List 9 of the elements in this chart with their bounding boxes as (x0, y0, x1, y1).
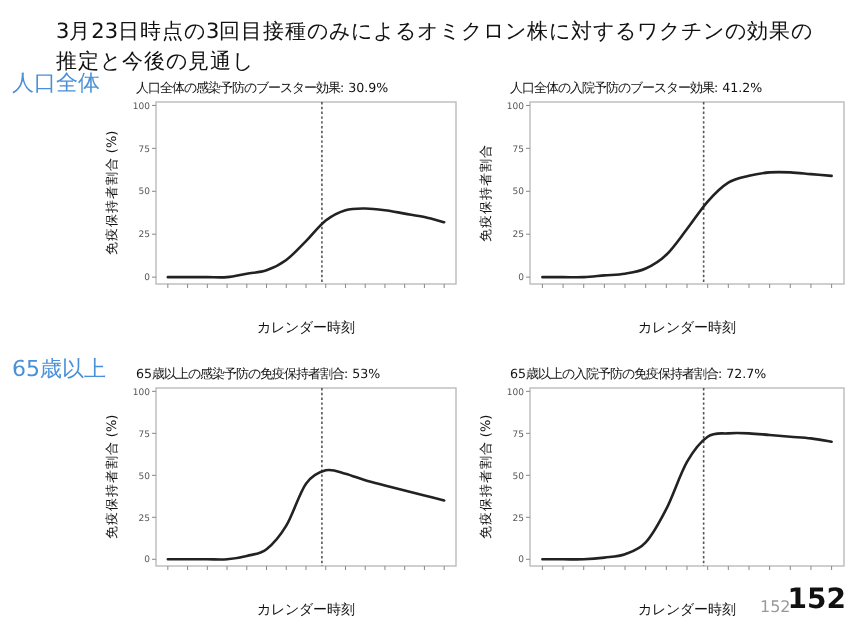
text: 152 (787, 584, 846, 616)
chart-subtitle: 65歳以上 (12, 356, 106, 382)
line-series (166, 207, 446, 279)
line-series (166, 468, 446, 561)
chart-subtitle: 人口全体 (12, 70, 100, 96)
text: 152 (760, 598, 791, 616)
line-series (541, 170, 833, 279)
line-series (541, 431, 833, 561)
text: 3月23日時点の3回目接種のみによるオミクロン株に対するワクチンの効果の推定と今後の見通し (56, 18, 814, 74)
